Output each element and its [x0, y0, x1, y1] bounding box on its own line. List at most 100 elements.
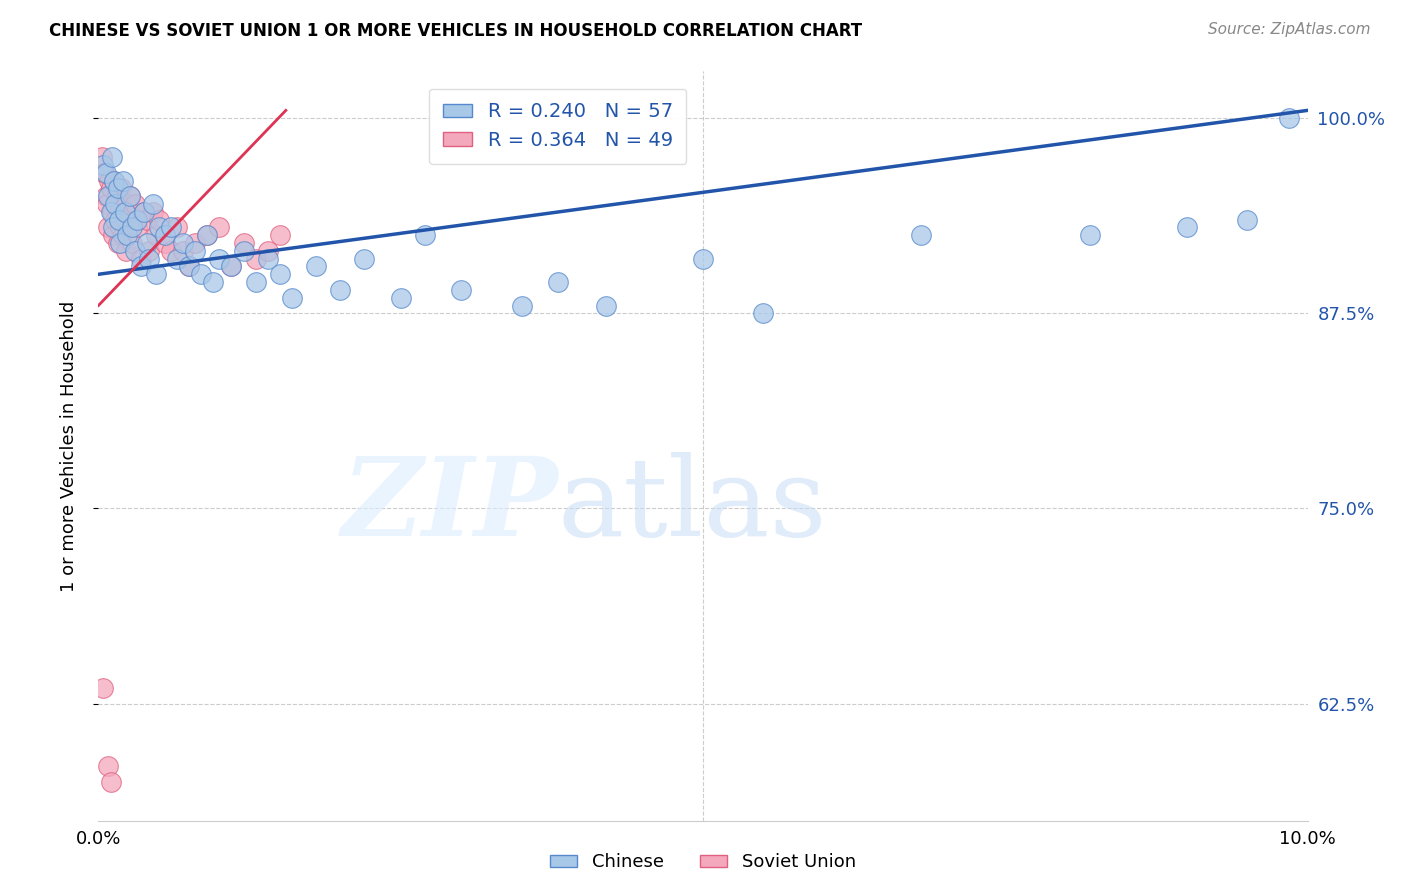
- Point: [208, 220, 231, 235]
- Point: [100, 205, 122, 219]
- Point: [114, 205, 136, 219]
- Point: [94, 166, 117, 180]
- Point: [221, 260, 243, 274]
- Point: [103, 173, 125, 188]
- Point: [108, 220, 131, 235]
- Point: [166, 252, 188, 266]
- Text: CHINESE VS SOVIET UNION 1 OR MORE VEHICLES IN HOUSEHOLD CORRELATION CHART: CHINESE VS SOVIET UNION 1 OR MORE VEHICL…: [49, 22, 862, 40]
- Point: [232, 236, 254, 251]
- Point: [135, 236, 157, 251]
- Point: [117, 228, 139, 243]
- Point: [148, 212, 170, 227]
- Point: [114, 212, 136, 227]
- Point: [112, 205, 135, 219]
- Point: [1175, 220, 1198, 235]
- Point: [104, 197, 127, 211]
- Point: [96, 197, 118, 211]
- Point: [221, 260, 243, 274]
- Point: [108, 212, 131, 227]
- Point: [450, 283, 472, 297]
- Point: [269, 268, 291, 282]
- Point: [245, 252, 267, 266]
- Point: [97, 759, 120, 773]
- Point: [305, 260, 328, 274]
- Point: [118, 189, 141, 203]
- Point: [117, 197, 139, 211]
- Point: [172, 236, 194, 251]
- Point: [595, 299, 617, 313]
- Point: [353, 252, 375, 266]
- Point: [256, 244, 278, 258]
- Point: [138, 244, 160, 258]
- Point: [692, 252, 714, 266]
- Point: [107, 181, 129, 195]
- Point: [184, 236, 207, 251]
- Point: [160, 244, 183, 258]
- Point: [104, 212, 127, 227]
- Point: [142, 205, 165, 219]
- Point: [138, 252, 160, 266]
- Point: [208, 252, 231, 266]
- Text: Source: ZipAtlas.com: Source: ZipAtlas.com: [1208, 22, 1371, 37]
- Legend: Chinese, Soviet Union: Chinese, Soviet Union: [543, 847, 863, 879]
- Point: [124, 197, 146, 211]
- Point: [329, 283, 352, 297]
- Point: [108, 236, 131, 251]
- Point: [110, 181, 132, 195]
- Point: [166, 220, 188, 235]
- Point: [1078, 228, 1101, 243]
- Point: [97, 189, 120, 203]
- Point: [107, 236, 129, 251]
- Point: [105, 189, 128, 203]
- Point: [101, 228, 124, 243]
- Point: [100, 181, 122, 195]
- Point: [256, 252, 278, 266]
- Point: [1236, 212, 1258, 227]
- Point: [202, 275, 225, 289]
- Point: [91, 150, 114, 164]
- Point: [111, 173, 134, 188]
- Point: [101, 220, 124, 235]
- Point: [93, 166, 115, 180]
- Text: ZIP: ZIP: [342, 452, 558, 559]
- Point: [97, 220, 120, 235]
- Point: [142, 197, 165, 211]
- Point: [413, 228, 436, 243]
- Point: [115, 244, 138, 258]
- Point: [148, 220, 170, 235]
- Point: [752, 306, 775, 320]
- Point: [127, 220, 149, 235]
- Point: [129, 260, 152, 274]
- Point: [94, 189, 117, 203]
- Point: [510, 299, 533, 313]
- Point: [179, 260, 201, 274]
- Point: [100, 205, 122, 219]
- Y-axis label: 1 or more Vehicles in Household: 1 or more Vehicles in Household: [59, 301, 77, 591]
- Point: [160, 220, 183, 235]
- Point: [100, 150, 122, 164]
- Point: [111, 228, 134, 243]
- Point: [98, 173, 121, 188]
- Point: [121, 220, 143, 235]
- Point: [145, 228, 167, 243]
- Point: [129, 252, 152, 266]
- Point: [232, 244, 254, 258]
- Point: [127, 212, 149, 227]
- Legend: R = 0.240   N = 57, R = 0.364   N = 49: R = 0.240 N = 57, R = 0.364 N = 49: [429, 88, 686, 163]
- Text: atlas: atlas: [558, 452, 828, 559]
- Point: [910, 228, 932, 243]
- Point: [121, 236, 143, 251]
- Point: [118, 189, 141, 203]
- Point: [103, 173, 125, 188]
- Point: [100, 774, 122, 789]
- Point: [547, 275, 569, 289]
- Point: [153, 236, 176, 251]
- Point: [124, 244, 146, 258]
- Point: [269, 228, 291, 243]
- Point: [135, 212, 157, 227]
- Point: [153, 228, 176, 243]
- Point: [281, 291, 304, 305]
- Point: [172, 244, 194, 258]
- Point: [134, 205, 156, 219]
- Point: [134, 205, 156, 219]
